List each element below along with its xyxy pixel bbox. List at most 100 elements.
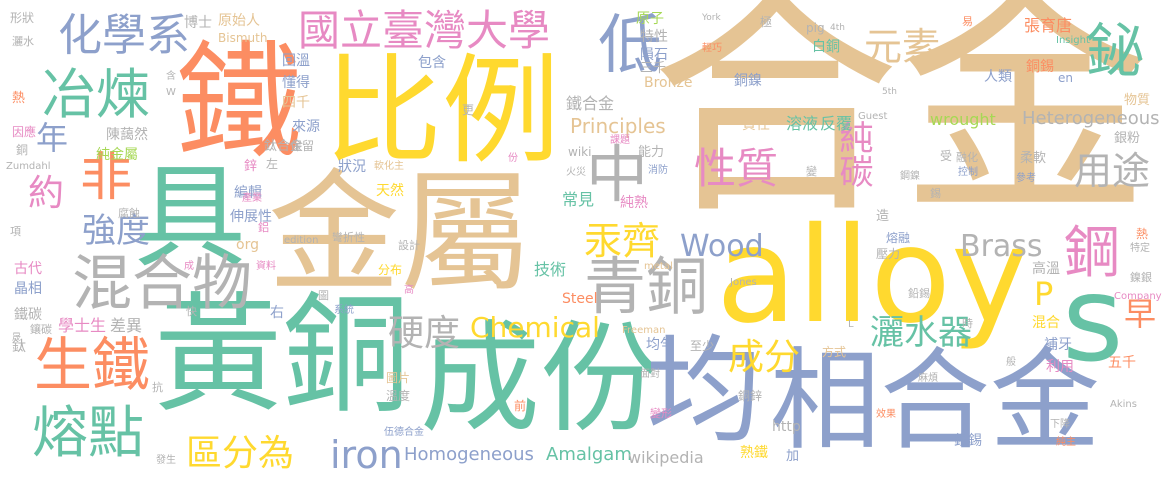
word-gao: 高 [404, 285, 414, 296]
word-iron: iron [330, 433, 403, 477]
word-xingzhuang: 形狀 [10, 11, 35, 25]
word-guest: Guest [858, 111, 888, 122]
word-chengfen2: 成分 [728, 337, 801, 378]
word-lv: 鋁 [258, 221, 269, 234]
word-tiehejin: 鐵合金 [566, 94, 615, 113]
word-jinshu: 金屬 [268, 157, 532, 311]
word-xiaoguo: 效果 [876, 409, 896, 420]
word-liyong: 利用 [1046, 359, 1074, 375]
word-yunyun: 均勻 [646, 337, 674, 353]
word-zhong: 中 [586, 138, 649, 211]
word-alloy: alloy [716, 199, 1030, 353]
word-rouruan: 柔軟 [1020, 151, 1047, 166]
word-zeren: 責任 [742, 117, 770, 133]
word-yinying: 因應 [12, 125, 37, 139]
word-fangshi: 方式 [822, 345, 847, 359]
word-qiangdu: 強度 [82, 211, 150, 251]
word-wuzhi: 物質 [1124, 93, 1151, 108]
word-qufenwei: 區分為 [186, 433, 295, 474]
word-freeman: Freeman [622, 325, 666, 336]
word-cankao: 參考 [1016, 173, 1036, 184]
word-shui: 熱 [1136, 227, 1149, 241]
word-taihejin: 鈦合金 [264, 139, 304, 154]
word-wood: Wood [680, 229, 764, 264]
word-qian: 前 [514, 399, 527, 413]
word-rongye: 溶液 [786, 114, 819, 133]
word-jones: Jones [730, 277, 757, 288]
word-fei: 非 [80, 148, 133, 208]
word-re: 熱 [12, 91, 26, 106]
word-yuanzi: 原子 [636, 11, 664, 27]
word-yuansu: 元素 [864, 25, 941, 69]
word-bian: 變 [806, 165, 817, 178]
word-chanye: 產業 [242, 193, 262, 204]
word-york: York [702, 13, 721, 23]
word-huozai: 火災 [566, 167, 586, 178]
word-jishu: 技術 [534, 260, 567, 279]
word-gang: 鋼 [1064, 221, 1120, 286]
word-tupian: 圖片 [386, 371, 411, 385]
word-xin: 鋅 [244, 159, 258, 174]
word-tie: 鐵 [176, 29, 302, 176]
word-baocun: 保留 [290, 139, 315, 153]
word-zao2: 造 [876, 209, 890, 224]
word-shashuiqi: 灑水器 [870, 313, 972, 353]
word-ju: 具 [134, 153, 246, 283]
word-nengli: 能力 [638, 145, 665, 160]
word-renlei: 人類 [984, 69, 1012, 85]
word-steel: Steel [562, 291, 598, 307]
word-xiaofang: 消防 [648, 165, 668, 176]
word-fanfu: 反覆 [820, 114, 853, 133]
word-metal: metal [644, 261, 673, 272]
word-yinxi: 銀錫 [954, 433, 982, 449]
word-di: 低 [598, 9, 662, 83]
word-teding: 特定 [1130, 243, 1150, 254]
word-yanzhanxing: 伸展性 [230, 209, 272, 225]
word-zumdahl: Zumdahl [6, 161, 51, 172]
word-dongde: 懂得 [282, 75, 310, 91]
word-bismuth: Bismuth [218, 31, 268, 45]
word-yongtu: 用途 [1074, 149, 1151, 193]
word-chun-tan: 純碳 [833, 120, 873, 188]
word-xianghejin: 相合金 [770, 337, 1100, 465]
word-kongzhi: 控制 [958, 167, 978, 178]
word-p: P [1034, 275, 1054, 313]
word-zao: 早 [1124, 295, 1157, 333]
word-boshi: 博士 [184, 15, 212, 31]
word-kang: 抗 [152, 381, 163, 394]
word-shutie: 熟鐵 [740, 445, 768, 461]
word-jun: 均 [646, 324, 762, 459]
word-wendu: 溫度 [386, 389, 411, 403]
word-shengtie: 生鐵 [34, 331, 151, 399]
word-sanqian: 三千 [640, 61, 667, 76]
word-tianran: 天然 [376, 183, 404, 199]
word-chunshu: 純熟 [620, 195, 648, 211]
word-hunhewu: 混合物 [72, 249, 252, 319]
word-baitong: 白銅 [812, 39, 840, 55]
word-tongxi: 銅錫 [1026, 59, 1054, 75]
word-baohan: 包含 [418, 55, 446, 71]
word-keti: 課題 [610, 135, 630, 146]
word-bili: 比例 [324, 42, 561, 180]
word-chun: 純 [833, 120, 873, 154]
word-chemical: Chemical [470, 311, 600, 344]
word-xueshisheng: 學士生 [58, 316, 107, 335]
word-4th: 4th [830, 23, 845, 33]
word-laiyuan: 來源 [292, 119, 320, 135]
word-shou: 受 [940, 149, 953, 163]
word-yinfen: 銀粉 [1114, 131, 1141, 146]
word-chunzhu: 純主 [1056, 437, 1076, 448]
word-edition: edition [284, 235, 319, 246]
word-tongnie: 銅鎳 [734, 73, 762, 89]
word-huiwen: 回溫 [282, 53, 310, 69]
word-company: Company [1114, 291, 1162, 302]
word-brass: Brass [960, 229, 1043, 264]
word-principles: Principles [570, 114, 666, 138]
word-ban: 般 [1006, 357, 1016, 368]
word-you: 右 [270, 305, 284, 321]
word-bi: 鉍 [1086, 17, 1145, 85]
word-yingdu: 硬度 [388, 313, 461, 354]
word-changjian: 常見 [562, 190, 595, 209]
word-sheng: 晟 [12, 333, 22, 343]
word-fushi: 腐蝕 [118, 207, 140, 220]
